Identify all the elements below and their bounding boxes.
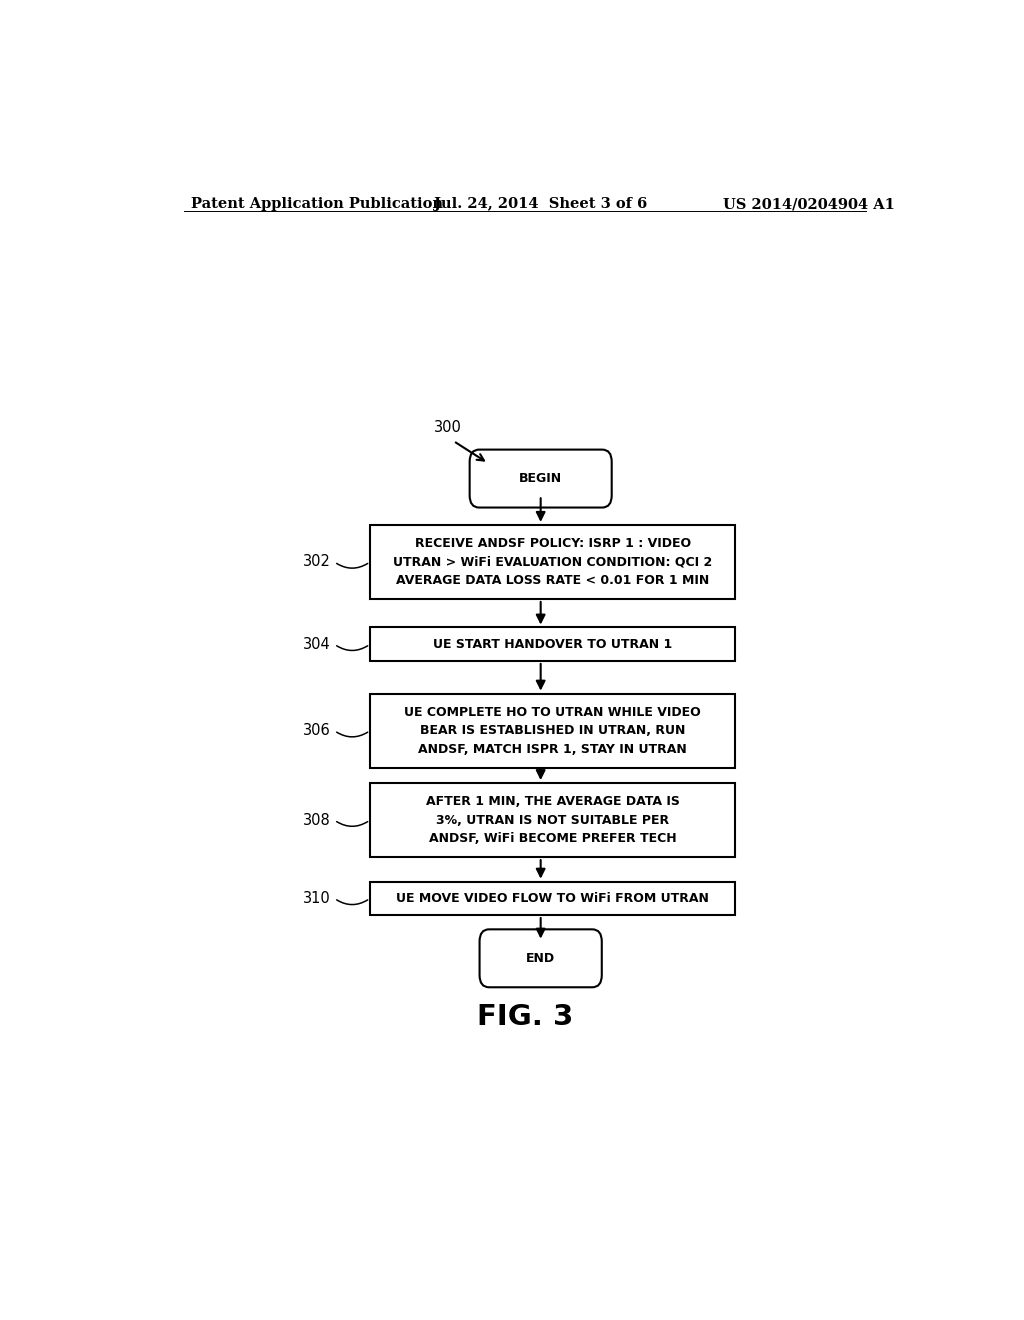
Text: BEGIN: BEGIN <box>519 473 562 484</box>
Text: 300: 300 <box>433 420 462 434</box>
Text: Jul. 24, 2014  Sheet 3 of 6: Jul. 24, 2014 Sheet 3 of 6 <box>433 197 647 211</box>
Text: UE MOVE VIDEO FLOW TO WiFi FROM UTRAN: UE MOVE VIDEO FLOW TO WiFi FROM UTRAN <box>396 892 709 904</box>
FancyBboxPatch shape <box>370 783 735 857</box>
Text: US 2014/0204904 A1: US 2014/0204904 A1 <box>723 197 895 211</box>
FancyBboxPatch shape <box>479 929 602 987</box>
Text: 310: 310 <box>303 891 331 906</box>
Text: 308: 308 <box>303 813 331 828</box>
FancyBboxPatch shape <box>470 450 611 507</box>
FancyBboxPatch shape <box>370 627 735 661</box>
Text: Patent Application Publication: Patent Application Publication <box>191 197 443 211</box>
Text: UE COMPLETE HO TO UTRAN WHILE VIDEO
BEAR IS ESTABLISHED IN UTRAN, RUN
ANDSF, MAT: UE COMPLETE HO TO UTRAN WHILE VIDEO BEAR… <box>404 706 701 755</box>
Text: 304: 304 <box>303 636 331 652</box>
Text: 306: 306 <box>303 723 331 738</box>
FancyBboxPatch shape <box>370 525 735 599</box>
Text: 302: 302 <box>302 554 331 569</box>
Text: AFTER 1 MIN, THE AVERAGE DATA IS
3%, UTRAN IS NOT SUITABLE PER
ANDSF, WiFi BECOM: AFTER 1 MIN, THE AVERAGE DATA IS 3%, UTR… <box>426 795 680 845</box>
FancyBboxPatch shape <box>370 693 735 768</box>
Text: END: END <box>526 952 555 965</box>
Text: FIG. 3: FIG. 3 <box>476 1003 573 1031</box>
FancyBboxPatch shape <box>370 882 735 915</box>
Text: RECEIVE ANDSF POLICY: ISRP 1 : VIDEO
UTRAN > WiFi EVALUATION CONDITION: QCI 2
AV: RECEIVE ANDSF POLICY: ISRP 1 : VIDEO UTR… <box>393 537 713 587</box>
Text: UE START HANDOVER TO UTRAN 1: UE START HANDOVER TO UTRAN 1 <box>433 638 672 651</box>
